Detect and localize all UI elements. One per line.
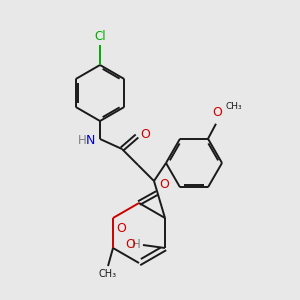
Text: CH₃: CH₃ [99,269,117,279]
Text: H: H [132,238,141,250]
Text: CH₃: CH₃ [226,102,243,111]
Text: O: O [159,178,169,191]
Text: O: O [116,222,126,235]
Text: O: O [212,106,222,119]
Text: H: H [78,134,87,146]
Text: N: N [85,134,95,146]
Text: Cl: Cl [94,30,106,43]
Text: O: O [125,238,135,250]
Text: O: O [140,128,150,142]
